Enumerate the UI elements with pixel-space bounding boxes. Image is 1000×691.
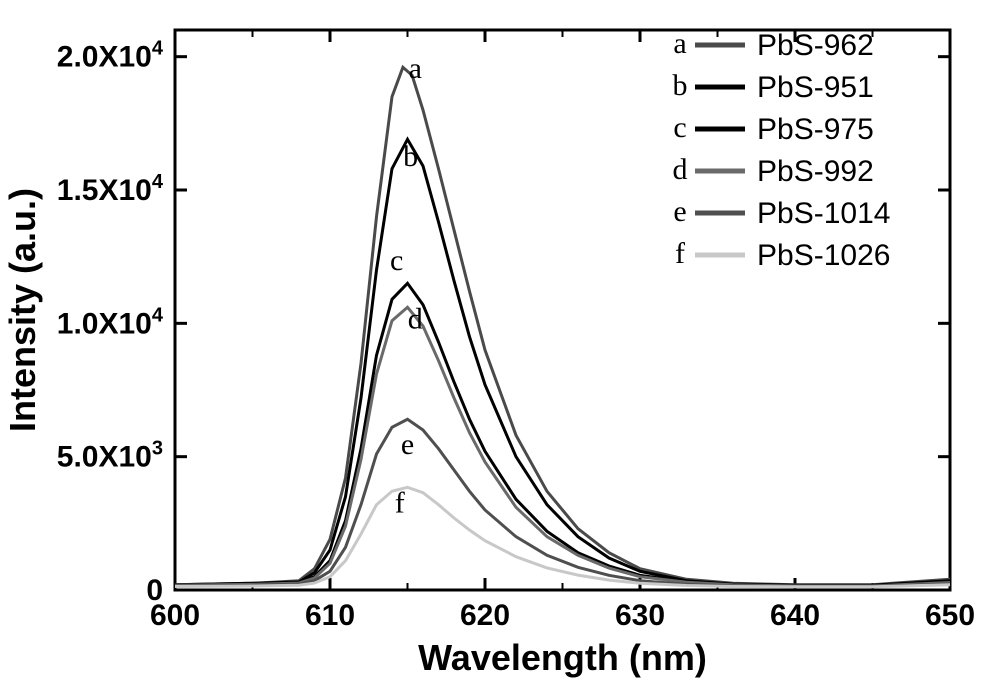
legend-label: PbS-951 [757,71,874,104]
chart-svg: 60061062063064065005.0X1031.0X1041.5X104… [0,0,1000,691]
legend-label: PbS-1014 [757,197,890,230]
legend-letter-d: d [673,153,688,186]
legend-label: PbS-975 [757,113,874,146]
y-tick-label: 1.5X104 [57,171,164,207]
series-c [175,283,950,585]
y-tick-label: 0 [146,574,163,607]
x-tick-label: 610 [305,599,355,632]
curve-label-d: d [408,303,423,336]
y-tick-label: 1.0X104 [57,304,164,340]
x-tick-label: 620 [460,599,510,632]
legend-letter-c: c [673,111,686,144]
curve-label-a: a [409,52,422,85]
series-e [175,419,950,586]
y-axis-label: Intensity (a.u.) [2,188,43,432]
y-tick-label: 2.0X104 [57,38,164,74]
y-tick-label: 5.0X103 [57,438,163,474]
legend-label: PbS-962 [757,29,874,62]
curve-label-b: b [403,140,418,173]
legend-label: PbS-992 [757,155,874,188]
x-tick-label: 630 [615,599,665,632]
legend-label: PbS-1026 [757,239,890,272]
x-axis-label: Wavelength (nm) [418,637,707,678]
curve-label-c: c [390,244,403,277]
legend-letter-b: b [673,69,688,102]
spectra-chart: 60061062063064065005.0X1031.0X1041.5X104… [0,0,1000,691]
curve-label-e: e [401,428,414,461]
series-d [175,307,950,586]
curve-label-f: f [395,487,405,520]
series-f [175,487,950,587]
legend-letter-e: e [673,195,686,228]
x-tick-label: 640 [770,599,820,632]
legend-letter-f: f [675,237,685,270]
x-tick-label: 650 [925,599,975,632]
legend-letter-a: a [673,27,686,60]
